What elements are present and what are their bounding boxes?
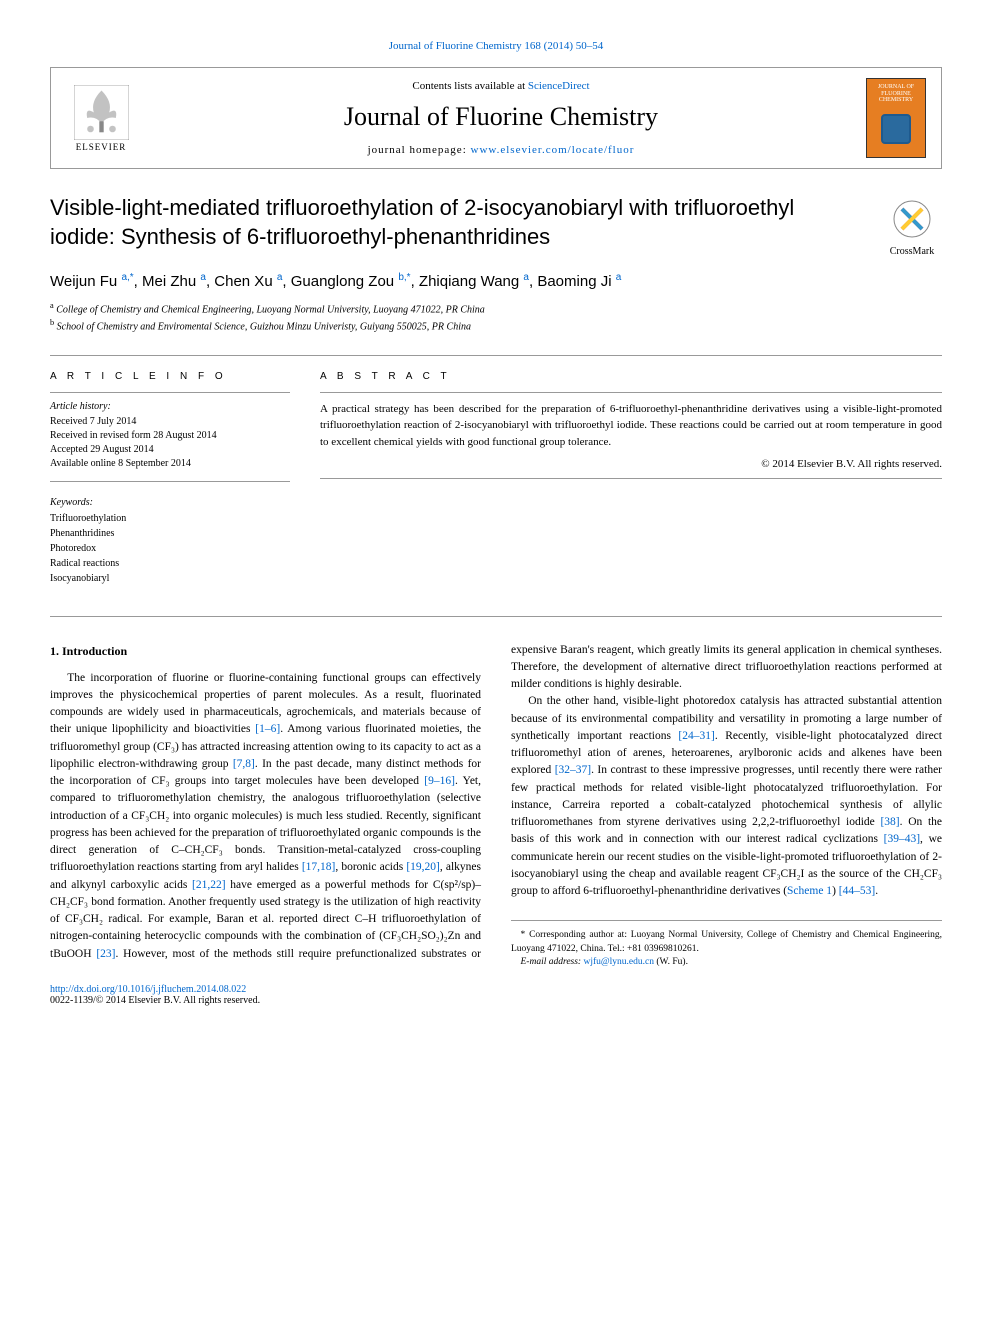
citation-link[interactable]: [44–53] [839, 885, 875, 897]
abstract-label: A B S T R A C T [320, 371, 942, 382]
email-line: E-mail address: wjfu@lynu.edu.cn (W. Fu)… [511, 956, 942, 969]
citation-link[interactable]: [39–43] [884, 833, 920, 845]
article-info-label: A R T I C L E I N F O [50, 371, 290, 382]
corresponding-footnote: * Corresponding author at: Luoyang Norma… [511, 920, 942, 969]
keyword: Trifluoroethylation [50, 511, 290, 526]
keyword: Isocyanobiaryl [50, 571, 290, 586]
contents-line: Contents lists available at ScienceDirec… [136, 80, 866, 92]
author: Guanglong Zou b,* [291, 273, 411, 290]
history-received: Received 7 July 2014 [50, 415, 290, 429]
history-accepted: Accepted 29 August 2014 [50, 443, 290, 457]
article-title: Visible-light-mediated trifluoroethylati… [50, 194, 862, 251]
crossmark-icon [892, 199, 932, 239]
abstract-copyright: © 2014 Elsevier B.V. All rights reserved… [320, 458, 942, 470]
journal-cover-thumbnail: JOURNAL OF FLUORINE CHEMISTRY [866, 78, 926, 158]
article-info-column: A R T I C L E I N F O Article history: R… [50, 371, 290, 586]
info-abstract-row: A R T I C L E I N F O Article history: R… [50, 371, 942, 586]
keywords-block: Keywords: Trifluoroethylation Phenanthri… [50, 497, 290, 586]
title-row: Visible-light-mediated trifluoroethylati… [50, 194, 942, 257]
divider [50, 355, 942, 356]
keyword: Phenanthridines [50, 526, 290, 541]
citation-link[interactable]: [32–37] [555, 764, 591, 776]
article-body: 1. Introduction The incorporation of flu… [50, 642, 942, 970]
citation-link[interactable]: [17,18] [302, 861, 336, 873]
keywords-label: Keywords: [50, 497, 290, 508]
history-revised: Received in revised form 28 August 2014 [50, 429, 290, 443]
citation-link[interactable]: [21,22] [192, 879, 226, 891]
keyword: Photoredox [50, 541, 290, 556]
author: Mei Zhu a [142, 273, 206, 290]
author-affil-link[interactable]: a [200, 272, 206, 283]
author: Weijun Fu a,* [50, 273, 134, 290]
sciencedirect-link[interactable]: ScienceDirect [528, 80, 590, 92]
citation-link[interactable]: [19,20] [406, 861, 440, 873]
top-citation-link: Journal of Fluorine Chemistry 168 (2014)… [50, 40, 942, 52]
author-affil-link[interactable]: a [616, 272, 622, 283]
affiliations: a College of Chemistry and Chemical Engi… [50, 300, 942, 335]
affiliation-b: b School of Chemistry and Enviromental S… [50, 317, 942, 334]
author-affil-link[interactable]: a [523, 272, 529, 283]
section-1-heading: 1. Introduction [50, 642, 481, 660]
journal-citation-link[interactable]: Journal of Fluorine Chemistry 168 (2014)… [389, 40, 603, 52]
doi-block: http://dx.doi.org/10.1016/j.jfluchem.201… [50, 984, 942, 1006]
divider [50, 616, 942, 617]
elsevier-label: ELSEVIER [76, 142, 127, 152]
affiliation-a: a College of Chemistry and Chemical Engi… [50, 300, 942, 317]
crossmark-label: CrossMark [882, 246, 942, 257]
doi-link[interactable]: http://dx.doi.org/10.1016/j.jfluchem.201… [50, 984, 246, 995]
corresponding-text: * Corresponding author at: Luoyang Norma… [511, 929, 942, 956]
author: Zhiqiang Wang a [419, 273, 529, 290]
journal-name: Journal of Fluorine Chemistry [136, 102, 866, 132]
elsevier-logo: ELSEVIER [66, 78, 136, 158]
issn-copyright: 0022-1139/© 2014 Elsevier B.V. All right… [50, 995, 260, 1006]
citation-link[interactable]: [1–6] [255, 723, 280, 735]
scheme-link[interactable]: Scheme 1 [787, 885, 832, 897]
author: Baoming Ji a [537, 273, 621, 290]
header-center: Contents lists available at ScienceDirec… [136, 80, 866, 156]
author-affil-link[interactable]: a [277, 272, 283, 283]
abstract-column: A B S T R A C T A practical strategy has… [320, 371, 942, 586]
citation-link[interactable]: [7,8] [233, 758, 255, 770]
homepage-link[interactable]: www.elsevier.com/locate/fluor [471, 144, 635, 156]
keyword: Radical reactions [50, 556, 290, 571]
elsevier-tree-icon [74, 85, 129, 140]
crossmark-badge[interactable]: CrossMark [882, 199, 942, 257]
homepage-line: journal homepage: www.elsevier.com/locat… [136, 144, 866, 156]
journal-header: ELSEVIER Contents lists available at Sci… [50, 67, 942, 169]
history-label: Article history: [50, 401, 290, 412]
authors-list: Weijun Fu a,*, Mei Zhu a, Chen Xu a, Gua… [50, 272, 942, 290]
citation-link[interactable]: [23] [96, 948, 115, 960]
citation-link[interactable]: [9–16] [424, 775, 455, 787]
email-link[interactable]: wjfu@lynu.edu.cn [583, 957, 654, 967]
citation-link[interactable]: [38] [880, 816, 899, 828]
author-affil-link[interactable]: a,* [121, 272, 133, 283]
author-affil-link[interactable]: b,* [398, 272, 410, 283]
citation-link[interactable]: [24–31] [678, 730, 714, 742]
author: Chen Xu a [214, 273, 282, 290]
abstract-text: A practical strategy has been described … [320, 401, 942, 451]
history-online: Available online 8 September 2014 [50, 457, 290, 471]
paragraph: On the other hand, visible-light photore… [511, 693, 942, 900]
